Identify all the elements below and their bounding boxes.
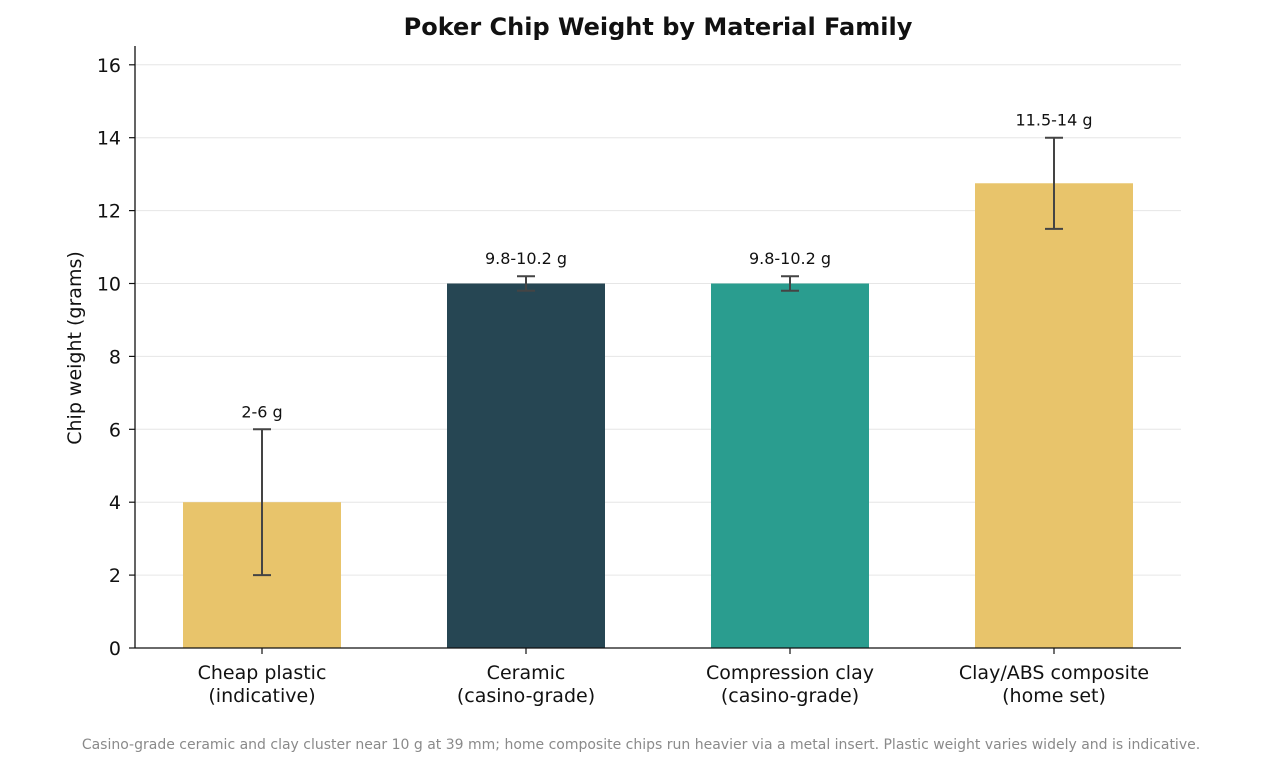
y-tick-label: 16 bbox=[97, 55, 121, 77]
y-tick-label: 8 bbox=[109, 346, 121, 368]
chart-title: Poker Chip Weight by Material Family bbox=[404, 13, 913, 41]
axes bbox=[134, 46, 1181, 649]
x-tick-label: Clay/ABS composite bbox=[959, 662, 1149, 684]
x-tick-label: Ceramic bbox=[487, 662, 566, 684]
bar bbox=[711, 283, 869, 648]
x-tick-label: (casino-grade) bbox=[721, 685, 859, 707]
x-tick-label: Compression clay bbox=[706, 662, 874, 684]
data-label: 9.8-10.2 g bbox=[485, 249, 567, 268]
y-tick-label: 2 bbox=[109, 565, 121, 587]
x-tick-label: Cheap plastic bbox=[198, 662, 327, 684]
data-label: 2-6 g bbox=[241, 402, 282, 421]
x-tick-label: (home set) bbox=[1002, 685, 1106, 707]
footnote: Casino-grade ceramic and clay cluster ne… bbox=[82, 737, 1200, 753]
y-tick-label: 12 bbox=[97, 201, 121, 223]
y-axis-label: Chip weight (grams) bbox=[64, 251, 86, 445]
error-bars bbox=[253, 136, 1063, 577]
x-ticks: Cheap plastic(indicative)Ceramic(casino-… bbox=[198, 648, 1149, 707]
bar bbox=[975, 183, 1133, 648]
data-label: 9.8-10.2 g bbox=[749, 249, 831, 268]
error-bar bbox=[517, 275, 535, 292]
y-tick-label: 0 bbox=[109, 638, 121, 660]
x-tick-label: (indicative) bbox=[208, 685, 315, 707]
y-tick-label: 6 bbox=[109, 419, 121, 441]
data-labels: 2-6 g 9.8-10.2 g 9.8-10.2 g 11.5-14 g bbox=[241, 111, 1092, 422]
y-tick-label: 14 bbox=[97, 128, 121, 150]
x-tick-label: (casino-grade) bbox=[457, 685, 595, 707]
bar bbox=[447, 283, 605, 648]
bars bbox=[183, 183, 1133, 648]
y-ticks: 0 2 4 6 8 10 12 14 16 bbox=[97, 55, 135, 660]
error-bar bbox=[1045, 136, 1063, 230]
y-tick-label: 10 bbox=[97, 274, 121, 296]
error-bar bbox=[781, 275, 799, 292]
data-label: 11.5-14 g bbox=[1016, 111, 1093, 130]
error-bar bbox=[253, 428, 271, 577]
y-tick-label: 4 bbox=[109, 492, 121, 514]
